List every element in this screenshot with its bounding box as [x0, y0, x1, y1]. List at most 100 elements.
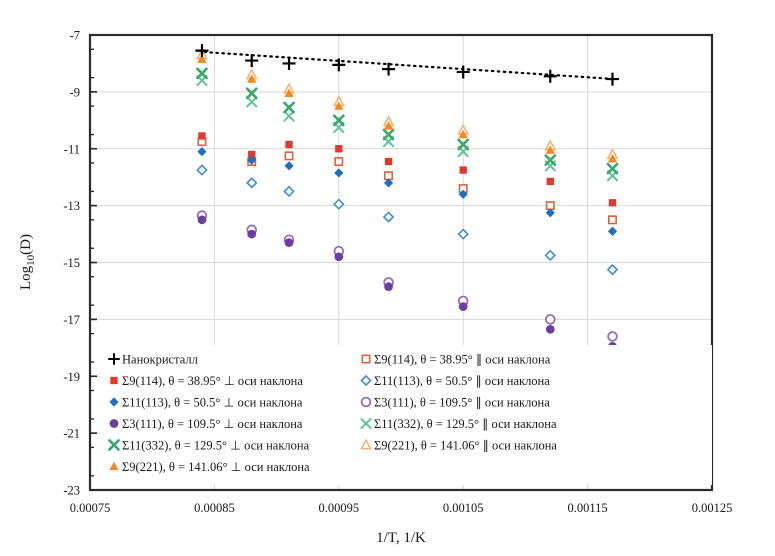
data-point	[545, 314, 556, 325]
series-1	[198, 132, 617, 207]
y-axis-title: Log10(D)	[18, 234, 37, 290]
data-point	[458, 129, 468, 139]
legend-item[interactable]: Σ3(111), θ = 109.5° ⊥ оси наклона	[109, 417, 303, 431]
legend-marker-icon	[109, 419, 119, 428]
legend-item[interactable]: Σ9(221), θ = 141.06° ∥ оси наклона	[360, 438, 557, 453]
data-point	[195, 44, 209, 58]
data-point	[459, 166, 467, 174]
data-point	[544, 154, 557, 167]
legend-marker-icon	[110, 376, 118, 385]
series-0	[195, 44, 619, 86]
series-4	[196, 67, 619, 175]
legend-item-label: Σ3(111), θ = 109.5° ⊥ оси наклона	[122, 417, 303, 431]
data-point	[335, 145, 343, 153]
data-point	[546, 177, 554, 186]
legend-item[interactable]: Σ11(332), θ = 129.5° ∥ оси наклона	[360, 417, 557, 431]
legend-marker-icon	[361, 354, 371, 364]
y-tick-label: -15	[63, 256, 80, 270]
legend-marker-icon	[360, 438, 372, 450]
legend-item-label: Нанокристалл	[122, 353, 198, 367]
data-point	[284, 238, 294, 247]
data-point	[197, 146, 207, 157]
data-point	[285, 140, 293, 149]
data-point	[245, 87, 258, 100]
data-point	[545, 145, 555, 154]
data-point	[607, 153, 618, 163]
data-point	[608, 199, 617, 207]
y-tick-label: -21	[63, 427, 80, 441]
data-point	[245, 177, 258, 189]
x-axis-ticks: 0.00075 0.00085 0.00095 0.00105 0.00115 0.001…	[70, 501, 733, 515]
legend-item-label: Σ3(111), θ = 109.5° ∥ оси наклона	[374, 396, 550, 410]
y-axis-title-tail: (D)	[18, 234, 34, 255]
y-tick-label: -11	[64, 142, 80, 156]
x-tick-label: 0.00115	[568, 501, 608, 515]
y-tick-label: -9	[70, 85, 80, 99]
series-5	[197, 54, 618, 163]
data-point	[606, 263, 619, 276]
nanocrystal-trendline	[203, 50, 617, 81]
legend-marker-icon	[360, 417, 372, 430]
data-point	[197, 215, 207, 225]
x-tick-label: 0.00095	[318, 501, 359, 515]
data-point	[282, 56, 296, 70]
data-point	[607, 226, 618, 236]
y-tick-label: -19	[63, 370, 80, 384]
x-tick-label: 0.00075	[70, 501, 111, 515]
legend-item[interactable]: Σ11(332), θ = 129.5° ⊥ оси наклона	[108, 439, 310, 453]
legend-item[interactable]: Σ9(221), θ = 141.06° ⊥ оси наклона	[109, 460, 310, 474]
data-point	[283, 185, 295, 198]
data-point	[198, 132, 206, 140]
x-tick-label: 0.00105	[443, 501, 484, 515]
data-point	[382, 128, 395, 141]
data-point	[245, 54, 259, 68]
legend-item-label: Σ9(221), θ = 141.06° ∥ оси наклона	[374, 439, 557, 453]
data-point	[284, 151, 294, 161]
data-point	[384, 282, 393, 292]
y-tick-label: -7	[70, 29, 80, 43]
data-point	[544, 249, 557, 262]
legend-item[interactable]: Σ9(114), θ = 38.95° ∥ оси наклона	[361, 353, 551, 367]
data-point	[197, 54, 207, 63]
series-2	[197, 146, 618, 236]
legend-item[interactable]: Σ9(114), θ = 38.95° ⊥ оси наклона	[110, 374, 303, 388]
data-point	[284, 161, 294, 171]
legend-item-label: Σ9(114), θ = 38.95° ⊥ оси наклона	[122, 374, 303, 388]
data-point	[247, 229, 257, 239]
data-point	[458, 302, 468, 311]
data-point	[456, 65, 470, 79]
data-point	[332, 114, 345, 127]
legend-background	[100, 345, 712, 485]
legend-item[interactable]: Σ11(113), θ = 50.5° ∥ оси наклона	[360, 374, 550, 388]
data-point	[284, 88, 294, 97]
legend-marker-icon	[109, 461, 119, 471]
legend-item-label: Σ9(114), θ = 38.95° ∥ оси наклона	[374, 353, 551, 367]
nanocrystal-trend-line	[203, 50, 617, 81]
data-point	[334, 168, 344, 178]
data-point	[457, 138, 470, 151]
legend-marker-icon	[109, 397, 119, 407]
legend-marker-icon	[108, 439, 120, 451]
data-point	[332, 58, 346, 72]
data-point	[283, 101, 295, 114]
y-axis-title-main: Log	[18, 265, 34, 290]
series-3	[197, 215, 617, 351]
data-point	[334, 252, 344, 262]
data-point	[384, 157, 393, 166]
data-point	[247, 74, 257, 83]
data-point	[383, 121, 394, 130]
legend-item-label: Σ11(113), θ = 50.5° ⊥ оси наклона	[122, 396, 303, 410]
legend-item-label: Σ11(113), θ = 50.5° ∥ оси наклона	[374, 374, 550, 388]
legend-item[interactable]: Нанокристалл	[108, 353, 198, 367]
data-point	[334, 101, 344, 110]
data-point	[248, 150, 256, 159]
data-point	[606, 162, 619, 175]
data-point	[283, 110, 295, 122]
data-point	[246, 96, 258, 108]
y-tick-label: -23	[63, 484, 80, 498]
data-point	[196, 67, 208, 80]
legend-item[interactable]: Σ11(113), θ = 50.5° ⊥ оси наклона	[109, 396, 303, 410]
legend-item-label: Σ9(221), θ = 141.06° ⊥ оси наклона	[122, 460, 310, 474]
legend-item[interactable]: Σ3(111), θ = 109.5° ∥ оси наклона	[360, 396, 551, 410]
